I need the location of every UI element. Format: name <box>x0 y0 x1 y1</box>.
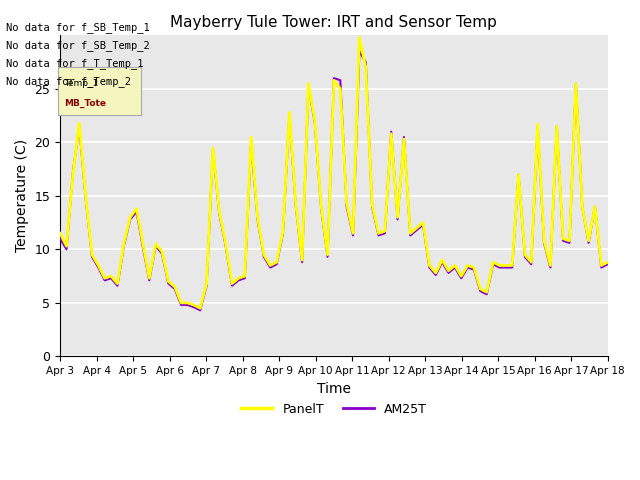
Line: AM25T: AM25T <box>60 51 608 311</box>
AM25T <box>292 203 300 208</box>
PanelT <box>222 241 230 247</box>
Y-axis label: Temperature (C): Temperature (C) <box>15 139 29 252</box>
AM25T <box>56 236 64 241</box>
PanelT <box>196 305 204 311</box>
Legend: PanelT, AM25T: PanelT, AM25T <box>236 398 432 420</box>
PanelT <box>604 259 612 265</box>
Title: Mayberry Tule Tower: IRT and Sensor Temp: Mayberry Tule Tower: IRT and Sensor Temp <box>170 15 497 30</box>
AM25T <box>356 48 364 54</box>
PanelT <box>177 300 185 306</box>
AM25T <box>145 277 153 283</box>
AM25T <box>515 171 522 177</box>
PanelT <box>337 86 344 92</box>
Text: MB_Tote: MB_Tote <box>64 98 106 108</box>
Text: No data for f_T_Temp_1: No data for f_T_Temp_1 <box>6 58 144 69</box>
Text: No data for f_SB_Temp_1: No data for f_SB_Temp_1 <box>6 22 150 33</box>
AM25T <box>177 302 185 308</box>
PanelT <box>56 230 64 236</box>
Text: Temp_1: Temp_1 <box>64 80 99 88</box>
AM25T <box>337 77 344 83</box>
PanelT <box>515 171 522 177</box>
AM25T <box>604 262 612 267</box>
PanelT <box>356 35 364 40</box>
PanelT <box>292 201 300 206</box>
Text: No data for f_SB_Temp_2: No data for f_SB_Temp_2 <box>6 40 150 51</box>
AM25T <box>196 308 204 313</box>
PanelT <box>145 276 153 281</box>
Text: No data for f_Temp_2: No data for f_Temp_2 <box>6 76 131 87</box>
Line: PanelT: PanelT <box>60 37 608 308</box>
X-axis label: Time: Time <box>317 382 351 396</box>
AM25T <box>222 243 230 249</box>
